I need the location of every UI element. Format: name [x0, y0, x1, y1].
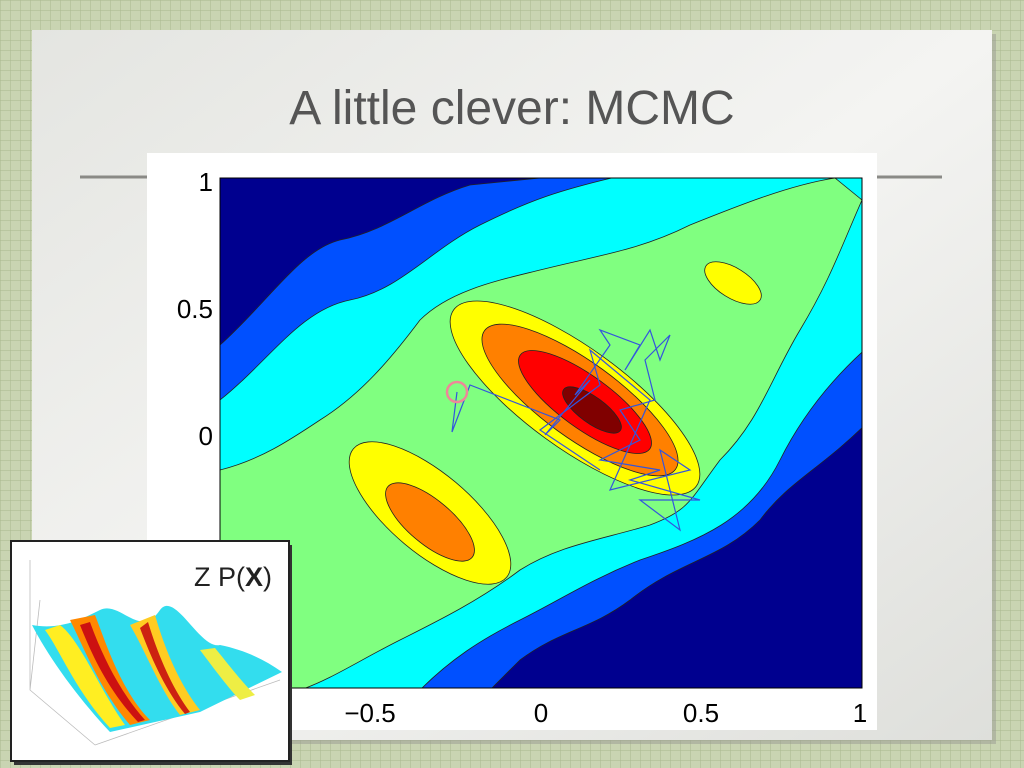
y-tick-label: 0 — [199, 421, 213, 451]
x-tick-label: −0.5 — [344, 698, 395, 728]
contour-plot — [220, 178, 862, 688]
inset-label-part: X — [245, 562, 263, 592]
inset-label: Z P(X) — [194, 562, 272, 592]
surface-axes — [29, 560, 96, 746]
x-tick-label: 0 — [534, 698, 548, 728]
inset-label-part: ) — [263, 562, 272, 592]
mcmc-trace — [451, 328, 701, 532]
y-tick-label: 1 — [199, 167, 213, 197]
surface-band — [45, 625, 125, 728]
y-tick-label: 0.5 — [177, 294, 213, 324]
surface-plot — [29, 560, 282, 746]
surface-band — [80, 622, 145, 722]
plot-frame — [219, 177, 863, 689]
contour-level — [562, 386, 622, 434]
x-tick-label: 1 — [853, 698, 867, 728]
start-point — [445, 380, 469, 404]
contour-level — [385, 482, 475, 562]
inset: Z P(X) — [10, 540, 292, 765]
inset-label-part: Z P( — [194, 562, 245, 592]
surface-band — [200, 648, 255, 700]
x-tick-label: 0.5 — [683, 698, 719, 728]
contour-level — [704, 261, 762, 305]
y-axis: 1 0.5 0 — [177, 167, 213, 451]
surface-band — [140, 622, 190, 714]
slide-title: A little clever: MCMC — [289, 82, 734, 135]
x-axis: −0.5 0 0.5 1 — [344, 698, 867, 728]
